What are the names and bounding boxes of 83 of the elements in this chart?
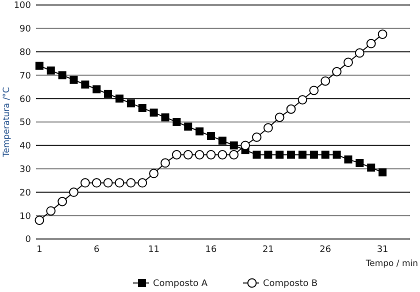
point [344,155,352,164]
point [196,127,204,136]
point [321,150,330,159]
point [230,141,238,150]
point [218,136,226,145]
point [240,140,250,150]
point [332,66,342,76]
point [264,150,272,159]
point [320,76,330,86]
point [114,178,124,188]
point [298,150,306,159]
point [92,178,102,188]
legend-label: Composto B [263,279,318,290]
point [287,150,296,159]
x-tick-label: 1 [36,245,42,255]
x-tick-label: 6 [94,245,100,255]
point [138,178,148,188]
point [263,123,273,133]
y-tick-label: 40 [20,142,32,152]
x-tick-label: 11 [148,245,160,255]
point [184,122,192,131]
y-tick-label: 90 [20,24,32,35]
point [252,132,262,142]
point [276,150,284,159]
point [34,216,44,225]
point [229,150,239,160]
y-axis-title: Temperatura /°C [2,87,12,158]
x-tick-label: 31 [376,245,388,255]
point [81,80,90,89]
point [138,104,146,112]
point [126,178,136,188]
y-tick-label: 50 [20,118,32,128]
y-tick-label: 0 [25,235,32,246]
point [356,158,364,167]
point [252,150,261,159]
point [194,150,204,160]
point [161,113,170,122]
point [172,118,181,126]
point [69,188,78,197]
point [115,94,124,103]
point [309,86,319,96]
y-tick-label: 70 [20,71,32,82]
legend-label: Composto A [153,279,208,290]
y-tick-label: 100 [14,1,32,12]
point [58,196,68,206]
point [274,112,284,122]
point [367,164,376,172]
point [103,178,113,188]
point [92,85,101,94]
point [150,108,158,117]
point [218,150,228,160]
point [366,38,376,48]
point [298,95,308,104]
point [378,30,388,39]
point [206,132,215,140]
x-tick-label: 16 [205,245,217,255]
point [104,90,112,98]
point [172,150,182,160]
y-tick-label: 10 [20,212,32,222]
point [80,178,90,188]
y-tick-label: 20 [20,188,32,198]
point [344,58,353,68]
point [70,76,78,84]
point [378,168,387,176]
point [35,62,44,70]
point [354,48,364,58]
x-tick-label: 26 [320,245,332,255]
point [58,71,66,80]
point [310,150,318,159]
point [126,99,135,108]
y-tick-label: 60 [20,94,32,105]
y-tick-label: 30 [20,164,32,175]
x-axis-title: Tempo / min [364,259,418,269]
point [149,168,159,178]
point [332,150,341,159]
y-tick-label: 80 [20,48,32,58]
point [160,158,170,168]
point [46,206,56,216]
point [46,66,55,75]
point [286,104,296,114]
point [183,150,193,160]
point [206,150,216,160]
x-tick-label: 21 [262,245,274,255]
